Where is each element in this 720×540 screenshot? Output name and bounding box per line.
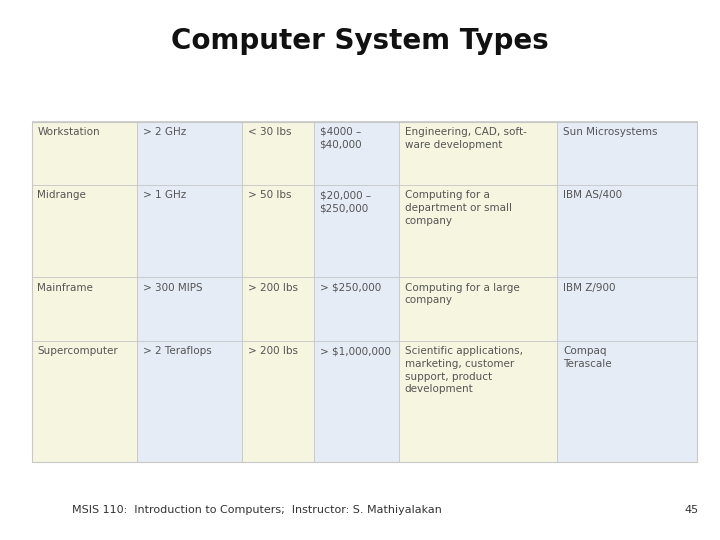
Text: Workstation: Workstation (37, 127, 100, 137)
Text: Mainframe: Mainframe (37, 282, 94, 293)
Bar (314, 185, 399, 277)
Text: Supercomputer: Supercomputer (37, 346, 118, 356)
Text: Sun Microsystems: Sun Microsystems (563, 127, 657, 137)
Bar (399, 341, 557, 462)
Text: Computing for a
department or small
company: Computing for a department or small comp… (405, 190, 512, 226)
Bar (32, 341, 137, 462)
Text: IBM AS/400: IBM AS/400 (563, 190, 622, 200)
Bar (314, 277, 399, 341)
Bar (242, 277, 314, 341)
Bar (399, 185, 557, 277)
Text: IBM Z/900: IBM Z/900 (563, 282, 616, 293)
Text: Computing for a large
company: Computing for a large company (405, 282, 519, 306)
Text: Computer System Types: Computer System Types (171, 27, 549, 55)
Text: $20,000 –
$250,000: $20,000 – $250,000 (320, 190, 371, 213)
Text: > $250,000: > $250,000 (320, 282, 381, 293)
Bar (557, 341, 697, 462)
Text: > 2 Teraflops: > 2 Teraflops (143, 346, 211, 356)
Bar (32, 122, 137, 185)
Bar (242, 341, 314, 462)
Text: Compaq
Terascale: Compaq Terascale (563, 346, 611, 369)
Text: 45: 45 (684, 505, 698, 515)
Text: > 200 lbs: > 200 lbs (248, 346, 297, 356)
Bar (242, 185, 314, 277)
Bar (32, 277, 137, 341)
Text: > 50 lbs: > 50 lbs (248, 190, 291, 200)
Text: > 2 GHz: > 2 GHz (143, 127, 186, 137)
Bar (32, 185, 137, 277)
Text: Scientific applications,
marketing, customer
support, product
development: Scientific applications, marketing, cust… (405, 346, 523, 394)
Bar (32, 122, 697, 462)
Bar (557, 277, 697, 341)
Text: > 300 MIPS: > 300 MIPS (143, 282, 202, 293)
Bar (137, 122, 242, 185)
Bar (242, 122, 314, 185)
Text: Engineering, CAD, soft-
ware development: Engineering, CAD, soft- ware development (405, 127, 526, 150)
Bar (557, 185, 697, 277)
Text: $4000 –
$40,000: $4000 – $40,000 (320, 127, 362, 150)
Bar (137, 277, 242, 341)
Bar (137, 185, 242, 277)
Text: > 200 lbs: > 200 lbs (248, 282, 297, 293)
Bar (399, 277, 557, 341)
Text: > $1,000,000: > $1,000,000 (320, 346, 390, 356)
Text: Midrange: Midrange (37, 190, 86, 200)
Text: MSIS 110:  Introduction to Computers;  Instructor: S. Mathiyalakan: MSIS 110: Introduction to Computers; Ins… (72, 505, 442, 515)
Bar (399, 122, 557, 185)
Text: < 30 lbs: < 30 lbs (248, 127, 291, 137)
Bar (137, 341, 242, 462)
Bar (557, 122, 697, 185)
Bar (314, 122, 399, 185)
Text: > 1 GHz: > 1 GHz (143, 190, 186, 200)
Bar (314, 341, 399, 462)
